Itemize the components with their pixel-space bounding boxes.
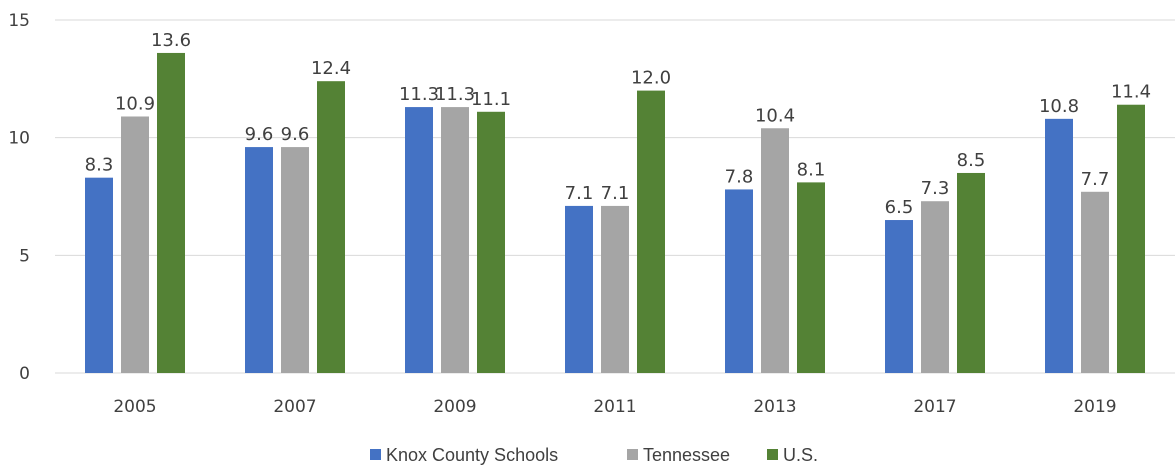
bar-u-s-2019	[1117, 104, 1145, 373]
data-label: 7.7	[1081, 169, 1110, 190]
bar-u-s-2011	[637, 90, 665, 373]
data-label: 10.9	[115, 93, 155, 114]
y-tick-label: 15	[8, 11, 30, 31]
data-label: 6.5	[885, 197, 914, 218]
bar-u-s-2005	[157, 52, 185, 374]
data-label: 8.1	[797, 159, 826, 180]
legend-label: Knox County Schools	[386, 445, 558, 465]
data-label: 7.1	[601, 183, 630, 204]
y-axis-ticks: 0 5 10 15	[8, 11, 30, 384]
data-label: 7.8	[725, 166, 754, 187]
x-tick-label: 2007	[273, 397, 316, 417]
x-tick-label: 2013	[753, 397, 796, 417]
bar-tennessee-2005	[121, 116, 149, 373]
data-label: 7.3	[921, 178, 950, 199]
y-tick-label: 10	[8, 129, 30, 149]
legend-label: Tennessee	[643, 445, 730, 465]
bar-knox-county-schools-2007	[245, 147, 273, 373]
bar-u-s-2017	[957, 172, 985, 373]
bar-u-s-2009	[477, 111, 505, 373]
legend-item: Tennessee	[627, 445, 730, 465]
data-label: 8.5	[957, 150, 986, 171]
data-label: 9.6	[245, 124, 274, 145]
legend-swatch	[627, 449, 638, 460]
bar-knox-county-schools-2009	[405, 107, 433, 373]
bar-tennessee-2019	[1081, 191, 1109, 373]
legend-item: Knox County Schools	[370, 445, 558, 465]
data-label: 7.1	[565, 183, 594, 204]
data-label: 11.3	[399, 84, 439, 105]
data-labels: 8.310.913.69.6 9.612.411.311.311.17.1 7.11…	[85, 30, 1151, 218]
legend-swatch	[767, 449, 778, 460]
data-label: 9.6	[281, 124, 310, 145]
legend: Knox County Schools Tennessee U.S.	[370, 445, 818, 465]
data-label: 10.4	[755, 105, 795, 126]
legend-label: U.S.	[783, 445, 818, 465]
x-tick-label: 2005	[113, 397, 156, 417]
bar-knox-county-schools-2019	[1045, 118, 1073, 373]
data-label: 11.1	[471, 89, 511, 110]
data-label: 13.6	[151, 30, 191, 51]
data-label: 12.0	[631, 68, 671, 89]
x-tick-label: 2011	[593, 397, 636, 417]
y-tick-label: 5	[19, 246, 30, 266]
bar-knox-county-schools-2017	[885, 220, 913, 373]
x-tick-label: 2009	[433, 397, 476, 417]
data-label: 10.8	[1039, 96, 1079, 117]
legend-item: U.S.	[767, 445, 818, 465]
bars	[85, 52, 1145, 374]
bar-tennessee-2011	[601, 205, 629, 373]
data-label: 12.4	[311, 58, 351, 79]
bar-knox-county-schools-2011	[565, 205, 593, 373]
x-tick-label: 2019	[1073, 397, 1116, 417]
bar-tennessee-2013	[761, 128, 789, 373]
bar-knox-county-schools-2005	[85, 177, 113, 373]
bar-tennessee-2007	[281, 147, 309, 373]
x-tick-label: 2017	[913, 397, 956, 417]
bar-tennessee-2009	[441, 107, 469, 373]
data-label: 11.3	[435, 84, 475, 105]
bar-u-s-2013	[797, 182, 825, 373]
bar-knox-county-schools-2013	[725, 189, 753, 373]
data-label: 8.3	[85, 155, 114, 176]
bar-tennessee-2017	[921, 201, 949, 373]
y-tick-label: 0	[19, 364, 30, 384]
x-axis-ticks: 2005 2007 2009 2011 2013 2017 2019	[113, 397, 1116, 417]
legend-swatch	[370, 449, 381, 460]
bar-u-s-2007	[317, 81, 345, 373]
data-label: 11.4	[1111, 82, 1151, 103]
